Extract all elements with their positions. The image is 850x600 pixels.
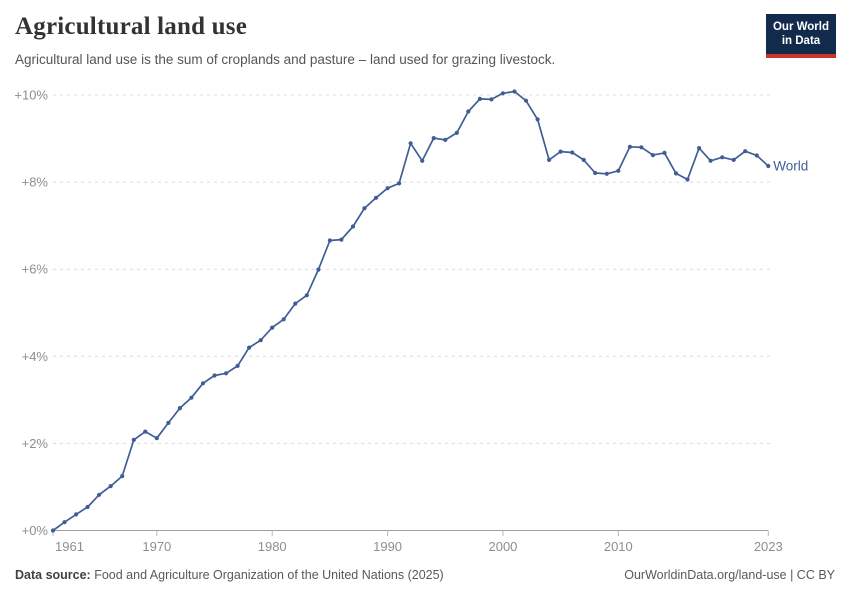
- world-line-series[interactable]: [52, 90, 770, 532]
- data-point[interactable]: [85, 504, 90, 510]
- data-point[interactable]: [304, 293, 309, 298]
- data-point[interactable]: [74, 512, 79, 517]
- data-point[interactable]: [673, 171, 679, 176]
- y-axis-label: +2%: [22, 436, 49, 451]
- data-point[interactable]: [420, 158, 425, 163]
- page-title: Agricultural land use: [15, 13, 247, 40]
- x-axis-label: 2023: [754, 539, 783, 554]
- data-point[interactable]: [581, 157, 586, 162]
- data-point[interactable]: [362, 206, 367, 211]
- data-point[interactable]: [327, 238, 332, 243]
- data-point[interactable]: [477, 96, 482, 101]
- data-point[interactable]: [224, 371, 229, 376]
- data-point[interactable]: [397, 181, 402, 186]
- data-point[interactable]: [512, 89, 517, 94]
- data-source-text: Food and Agriculture Organization of the…: [90, 568, 444, 582]
- data-point[interactable]: [616, 168, 621, 173]
- data-point[interactable]: [235, 363, 240, 368]
- data-point[interactable]: [120, 474, 125, 479]
- data-source: Data source: Food and Agriculture Organi…: [15, 568, 444, 582]
- owid-logo-line2: in Data: [781, 35, 821, 48]
- y-axis-label: +6%: [22, 262, 49, 277]
- data-point[interactable]: [708, 158, 713, 163]
- y-axis-label: +8%: [22, 175, 49, 190]
- data-point[interactable]: [200, 381, 206, 386]
- data-point[interactable]: [743, 149, 748, 154]
- data-point[interactable]: [627, 144, 633, 149]
- data-point[interactable]: [373, 195, 379, 200]
- page-subtitle: Agricultural land use is the sum of crop…: [15, 52, 556, 67]
- y-axis-label: +10%: [14, 88, 48, 103]
- data-point[interactable]: [50, 528, 56, 533]
- y-axis-label: +4%: [22, 349, 49, 364]
- data-point[interactable]: [350, 224, 356, 229]
- data-point[interactable]: [697, 146, 702, 151]
- data-point[interactable]: [720, 155, 725, 160]
- x-axis-label: 2010: [604, 539, 633, 554]
- data-point[interactable]: [339, 237, 344, 242]
- data-point[interactable]: [766, 163, 771, 169]
- data-point[interactable]: [270, 325, 275, 330]
- data-point[interactable]: [685, 177, 690, 182]
- data-point[interactable]: [258, 338, 263, 343]
- data-point[interactable]: [189, 395, 194, 400]
- x-axis-label: 1970: [142, 539, 171, 554]
- data-point[interactable]: [154, 436, 159, 441]
- x-axis-label: 1990: [373, 539, 402, 554]
- data-point[interactable]: [650, 153, 656, 158]
- owid-logo-line1: Our World: [772, 21, 829, 33]
- data-point[interactable]: [639, 145, 644, 150]
- data-point[interactable]: [212, 373, 217, 378]
- data-point[interactable]: [558, 149, 563, 154]
- data-point[interactable]: [523, 98, 529, 103]
- data-point[interactable]: [131, 437, 136, 442]
- data-point[interactable]: [547, 157, 552, 162]
- data-source-label: Data source:: [15, 568, 91, 582]
- data-point[interactable]: [143, 429, 148, 434]
- owid-logo[interactable]: Our World in Data: [766, 14, 836, 58]
- footer-credit[interactable]: OurWorldinData.org/land-use | CC BY: [624, 568, 835, 582]
- x-axis-label: 1980: [258, 539, 287, 554]
- data-point[interactable]: [431, 136, 436, 141]
- data-point[interactable]: [466, 109, 471, 114]
- data-point[interactable]: [247, 345, 252, 350]
- data-point[interactable]: [408, 141, 413, 146]
- series-label-world[interactable]: World: [773, 158, 808, 173]
- data-point[interactable]: [97, 492, 102, 497]
- data-point[interactable]: [731, 157, 736, 162]
- x-axis-label: 2000: [488, 539, 517, 554]
- data-point[interactable]: [443, 137, 448, 142]
- data-point[interactable]: [604, 171, 609, 176]
- data-point[interactable]: [662, 150, 667, 155]
- data-point[interactable]: [281, 317, 286, 322]
- data-point[interactable]: [754, 153, 759, 158]
- data-point[interactable]: [108, 484, 113, 489]
- data-point[interactable]: [489, 97, 494, 102]
- data-point[interactable]: [166, 420, 171, 425]
- data-point[interactable]: [385, 186, 390, 191]
- x-axis-label: 1961: [55, 539, 84, 554]
- data-point[interactable]: [454, 130, 459, 135]
- data-point[interactable]: [293, 301, 298, 306]
- data-point[interactable]: [62, 520, 67, 525]
- chart-footer: Data source: Food and Agriculture Organi…: [15, 568, 835, 582]
- data-point[interactable]: [316, 267, 321, 272]
- data-point[interactable]: [500, 91, 505, 96]
- y-axis-label: +0%: [22, 523, 49, 538]
- data-point[interactable]: [593, 170, 598, 176]
- data-point[interactable]: [535, 117, 540, 122]
- data-point[interactable]: [177, 406, 182, 411]
- data-point[interactable]: [570, 150, 575, 155]
